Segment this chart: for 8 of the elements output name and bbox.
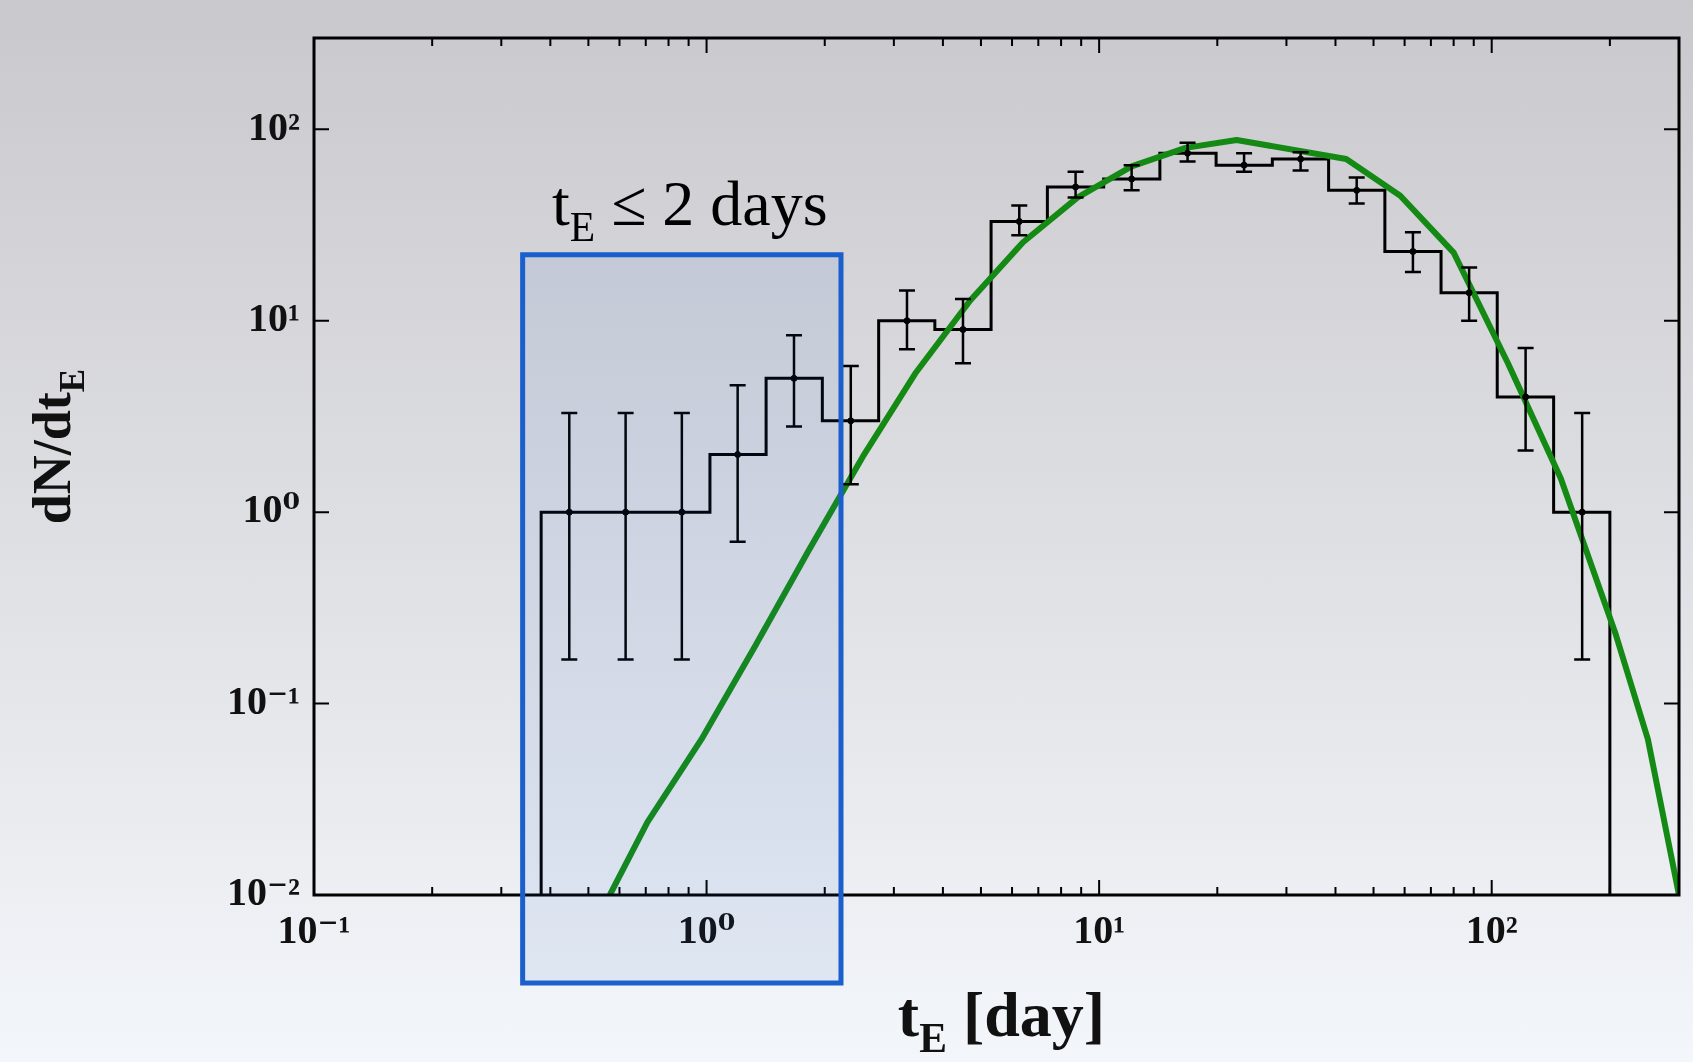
x-tick-label: 10² xyxy=(1465,907,1518,953)
y-tick-label: 10⁻¹ xyxy=(226,677,300,723)
x-tick-label: 10¹ xyxy=(1073,907,1126,953)
x-tick-label: 10⁰ xyxy=(677,907,736,953)
y-tick-label: 10² xyxy=(248,103,300,149)
y-tick-label: 10⁰ xyxy=(242,486,300,532)
y-tick-label: 10¹ xyxy=(248,295,300,341)
y-axis-title: dN/dtE xyxy=(22,368,92,525)
